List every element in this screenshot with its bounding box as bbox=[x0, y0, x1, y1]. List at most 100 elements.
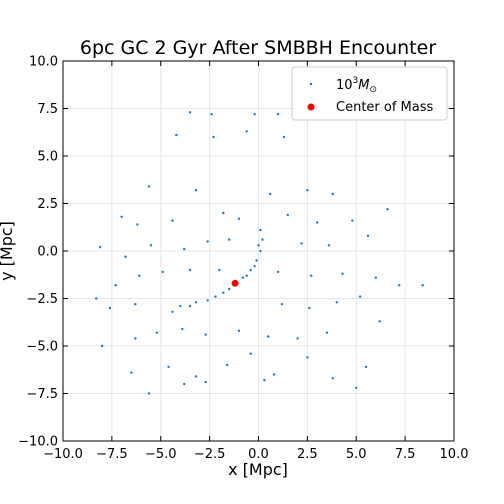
star-point bbox=[259, 249, 262, 253]
x-tick-label: 10.0 bbox=[440, 447, 469, 462]
axis-ticks: −10.0 −7.5 −5.0 −2.5 0.0 2.5 5.0 7.5 10.0 −10.0 −7… bbox=[18, 55, 468, 463]
star-point bbox=[183, 247, 186, 251]
star-point bbox=[161, 270, 164, 274]
legend-mass-sup: 3 bbox=[353, 76, 359, 86]
chart-title: 6pc GC 2 Gyr After SMBBH Encounter bbox=[80, 37, 436, 59]
x-tick-label: −2.5 bbox=[194, 447, 226, 462]
star-point bbox=[245, 274, 248, 277]
star-point bbox=[171, 310, 174, 313]
star-point bbox=[149, 244, 153, 247]
star-point bbox=[261, 238, 264, 241]
star-point bbox=[276, 270, 280, 274]
star-point bbox=[245, 130, 248, 133]
star-point bbox=[237, 329, 241, 332]
y-tick-label: 2.5 bbox=[37, 197, 58, 212]
star-point bbox=[138, 274, 141, 277]
y-tick-label: −2.5 bbox=[26, 292, 58, 307]
legend-label-mass: 103M⊙ bbox=[336, 76, 377, 95]
star-point bbox=[237, 217, 241, 220]
x-tick-label: 2.5 bbox=[297, 447, 318, 462]
legend-box bbox=[291, 66, 448, 121]
star-point bbox=[218, 268, 221, 272]
star-point bbox=[206, 240, 209, 243]
star-point bbox=[171, 219, 174, 222]
center-of-mass-point bbox=[231, 279, 239, 287]
star-point bbox=[249, 268, 252, 272]
y-axis-label: y [Mpc] bbox=[0, 221, 16, 281]
star-point bbox=[358, 295, 362, 298]
x-tick-label: −10.0 bbox=[43, 447, 83, 462]
star-point bbox=[374, 276, 377, 279]
x-axis-label: x [Mpc] bbox=[228, 460, 288, 479]
x-tick-label: 7.5 bbox=[395, 447, 416, 462]
legend-mass-base: 10 bbox=[336, 78, 353, 93]
star-point bbox=[214, 295, 217, 298]
legend-marker-center bbox=[307, 103, 315, 111]
star-point bbox=[134, 337, 137, 340]
star-point bbox=[386, 208, 389, 211]
star-point bbox=[194, 189, 198, 192]
star-point bbox=[226, 363, 229, 367]
star-point bbox=[124, 255, 127, 258]
star-point bbox=[241, 276, 245, 279]
star-point bbox=[310, 274, 313, 277]
star-point bbox=[315, 221, 319, 224]
legend-mass-main: M bbox=[358, 78, 369, 93]
star-point bbox=[269, 192, 272, 196]
star-point bbox=[263, 379, 266, 382]
data-points bbox=[95, 111, 424, 395]
star-point bbox=[308, 306, 311, 310]
star-point bbox=[183, 382, 186, 386]
star-point bbox=[327, 244, 331, 247]
star-point bbox=[296, 337, 299, 340]
star-point bbox=[147, 392, 151, 395]
star-point bbox=[255, 259, 258, 262]
star-point bbox=[286, 213, 290, 217]
star-point bbox=[259, 228, 262, 232]
star-point bbox=[351, 219, 354, 222]
star-point bbox=[331, 377, 334, 380]
star-point bbox=[227, 238, 231, 241]
star-point bbox=[227, 287, 231, 291]
star-point bbox=[114, 284, 117, 287]
star-point bbox=[120, 215, 123, 218]
star-point bbox=[194, 301, 198, 304]
x-tick-label: 5.0 bbox=[346, 447, 367, 462]
y-tick-label: 5.0 bbox=[37, 150, 58, 165]
star-point bbox=[222, 211, 225, 215]
star-point bbox=[108, 306, 112, 310]
star-point bbox=[366, 234, 370, 237]
y-tick-label: −10.0 bbox=[18, 435, 58, 450]
y-tick-label: 10.0 bbox=[29, 55, 58, 70]
star-point bbox=[175, 133, 178, 137]
star-point bbox=[134, 303, 137, 306]
star-point bbox=[167, 365, 170, 369]
star-point bbox=[421, 284, 424, 287]
star-point bbox=[355, 386, 358, 389]
y-tick-label: 0.0 bbox=[37, 245, 58, 260]
x-tick-label: −7.5 bbox=[96, 447, 128, 462]
star-point bbox=[212, 135, 215, 139]
star-point bbox=[100, 344, 104, 348]
star-point bbox=[398, 284, 401, 287]
star-point bbox=[282, 135, 286, 139]
star-point bbox=[188, 268, 192, 272]
star-point bbox=[280, 303, 284, 306]
star-point bbox=[95, 297, 98, 300]
star-point bbox=[331, 192, 334, 196]
y-tick-label: −7.5 bbox=[26, 387, 58, 402]
star-point bbox=[222, 291, 225, 294]
star-point bbox=[210, 113, 213, 116]
star-point bbox=[181, 327, 184, 331]
y-tick-label: 7.5 bbox=[37, 102, 58, 117]
star-point bbox=[249, 352, 252, 355]
star-point bbox=[306, 356, 309, 359]
star-point bbox=[335, 301, 338, 304]
star-point bbox=[300, 242, 303, 245]
legend: 103M⊙ Center of Mass bbox=[291, 66, 448, 121]
star-point bbox=[155, 331, 159, 334]
star-point bbox=[257, 244, 260, 247]
star-point bbox=[306, 189, 309, 192]
legend-marker-mass bbox=[309, 82, 313, 86]
